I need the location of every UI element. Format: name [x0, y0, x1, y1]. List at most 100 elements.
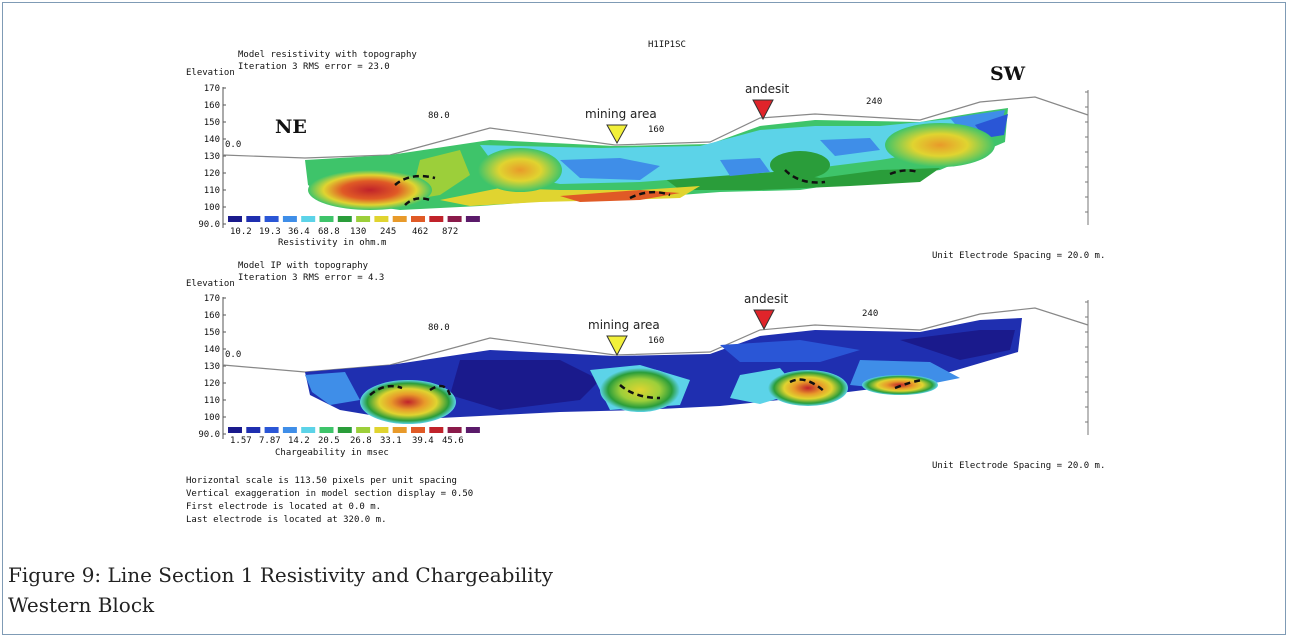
bottom-scale-label: Chargeability in msec: [275, 448, 389, 458]
resistivity-model-section: [305, 108, 1008, 210]
bottom-y-tick-label: 140: [204, 345, 220, 355]
bottom-scale-value-1: 7.87: [259, 436, 281, 446]
bottom-y-tick-label: 150: [204, 328, 220, 338]
chargeability-color-scale: [228, 427, 480, 433]
bottom-y-tick-label: 160: [204, 311, 220, 321]
bottom-scale-value-7: 45.6: [442, 436, 464, 446]
bottom-scale-swatch: [465, 427, 480, 433]
bottom-scale-swatch: [411, 427, 425, 433]
bottom-y-tick-label: 100: [204, 413, 220, 423]
top-scale-value-0: 10.2: [230, 227, 252, 237]
top-scale-swatch: [392, 216, 407, 222]
bottom-scale-swatch: [264, 427, 279, 433]
top-scale-swatch: [301, 216, 316, 222]
top-scale-swatch: [429, 216, 444, 222]
resistivity-panel: Model resistivity with topography Iterat…: [186, 50, 1105, 261]
bottom-scale-value-5: 33.1: [380, 436, 402, 446]
top-electrode-spacing: Unit Electrode Spacing = 20.0 m.: [932, 251, 1105, 261]
bottom-scale-swatch: [301, 427, 316, 433]
bottom-mining-marker: [606, 335, 628, 357]
bottom-scale-value-2: 14.2: [288, 436, 310, 446]
bottom-topography-line: [222, 307, 1089, 373]
bottom-scale-swatch: [374, 427, 389, 433]
top-y-tick-label: 140: [204, 135, 220, 145]
top-x-tick-160: 160: [648, 125, 664, 135]
top-scale-value-1: 19.3: [259, 227, 281, 237]
bottom-scale-swatch: [429, 427, 444, 433]
bottom-y-tick-label: 110: [204, 396, 220, 406]
top-scale-swatch: [465, 216, 480, 222]
top-scale-value-4: 130: [350, 227, 366, 237]
bottom-x-tick-80: 80.0: [428, 323, 450, 333]
note-first-electrode: First electrode is located at 0.0 m.: [186, 502, 381, 512]
top-scale-value-5: 245: [380, 227, 396, 237]
top-mining-marker: [606, 124, 628, 145]
top-scale-value-6: 462: [412, 227, 428, 237]
bottom-elevation-label: Elevation: [186, 279, 235, 289]
top-scale-swatch: [319, 216, 334, 222]
bottom-scale-swatch: [356, 427, 371, 433]
figure-caption: Figure 9: Line Section 1 Resistivity and…: [8, 560, 553, 620]
top-scale-swatch: [411, 216, 425, 222]
top-scale-swatch: [447, 216, 462, 222]
direction-ne: NE: [275, 116, 307, 138]
top-x-tick-0: 0.0: [225, 140, 241, 150]
bottom-scale-value-6: 39.4: [412, 436, 434, 446]
top-y-tick-label: 160: [204, 101, 220, 111]
bottom-scale-value-3: 20.5: [318, 436, 340, 446]
bottom-scale-swatch: [392, 427, 407, 433]
top-scale-swatch: [356, 216, 371, 222]
top-scale-swatch: [282, 216, 297, 222]
bottom-scale-swatch: [282, 427, 297, 433]
top-scale-swatch: [337, 216, 352, 222]
top-andesit-label: andesit: [745, 82, 790, 96]
bottom-y-tick-label: 130: [204, 362, 220, 372]
top-scale-swatch: [246, 216, 261, 222]
geophysics-figure: H1IP1SC NE SW Model resistivity with top…: [186, 40, 1105, 525]
top-x-tick-80: 80.0: [428, 111, 450, 121]
bottom-x-tick-240: 240: [862, 309, 878, 319]
top-scale-swatch: [228, 216, 242, 222]
bottom-scale-swatch: [447, 427, 462, 433]
bottom-y-ticks: 170 160 150 140 130 120 110 100 90.0: [198, 294, 226, 440]
bottom-mining-label: mining area: [588, 318, 660, 332]
top-y-tick-label: 170: [204, 84, 220, 94]
bottom-y-tick-label: 120: [204, 379, 220, 389]
bottom-x-tick-160: 160: [648, 336, 664, 346]
top-y-tick-label: 130: [204, 152, 220, 162]
top-y-tick-label: 110: [204, 186, 220, 196]
bottom-y-tick-label: 170: [204, 294, 220, 304]
bottom-scale-swatch: [319, 427, 334, 433]
top-elevation-label: Elevation: [186, 68, 235, 78]
top-y-tick-label: 150: [204, 118, 220, 128]
chargeability-panel: Model IP with topography Iteration 3 RMS…: [186, 261, 1105, 471]
top-scale-label: Resistivity in ohm.m: [278, 238, 386, 248]
top-title-2: Iteration 3 RMS error = 23.0: [238, 62, 390, 72]
bottom-scale-swatch: [228, 427, 242, 433]
bottom-x-tick-0: 0.0: [225, 350, 241, 360]
figure-notes: Horizontal scale is 113.50 pixels per un…: [186, 476, 473, 525]
top-scale-value-3: 68.8: [318, 227, 340, 237]
bottom-scale-value-4: 26.8: [350, 436, 372, 446]
bottom-scale-value-0: 1.57: [230, 436, 252, 446]
top-title-1: Model resistivity with topography: [238, 50, 417, 60]
caption-line-1: Figure 9: Line Section 1 Resistivity and…: [8, 563, 553, 587]
top-y-tick-label: 100: [204, 203, 220, 213]
bottom-title-1: Model IP with topography: [238, 261, 369, 271]
direction-sw: SW: [990, 63, 1026, 85]
bottom-electrode-spacing: Unit Electrode Spacing = 20.0 m.: [932, 461, 1105, 471]
bottom-scale-swatch: [246, 427, 261, 433]
bottom-scale-swatch: [337, 427, 352, 433]
bottom-y-tick-label: 90.0: [198, 430, 220, 440]
note-last-electrode: Last electrode is located at 320.0 m.: [186, 515, 386, 525]
chargeability-model-section: [305, 318, 1022, 424]
top-scale-value-7: 872: [442, 227, 458, 237]
top-x-tick-240: 240: [866, 97, 882, 107]
note-vertical-exaggeration: Vertical exaggeration in model section d…: [186, 489, 473, 499]
top-scale-swatch: [374, 216, 389, 222]
top-andesit-marker: [752, 99, 774, 121]
bottom-andesit-label: andesit: [744, 292, 789, 306]
bottom-title-2: Iteration 3 RMS error = 4.3: [238, 273, 384, 283]
top-y-tick-label: 120: [204, 169, 220, 179]
